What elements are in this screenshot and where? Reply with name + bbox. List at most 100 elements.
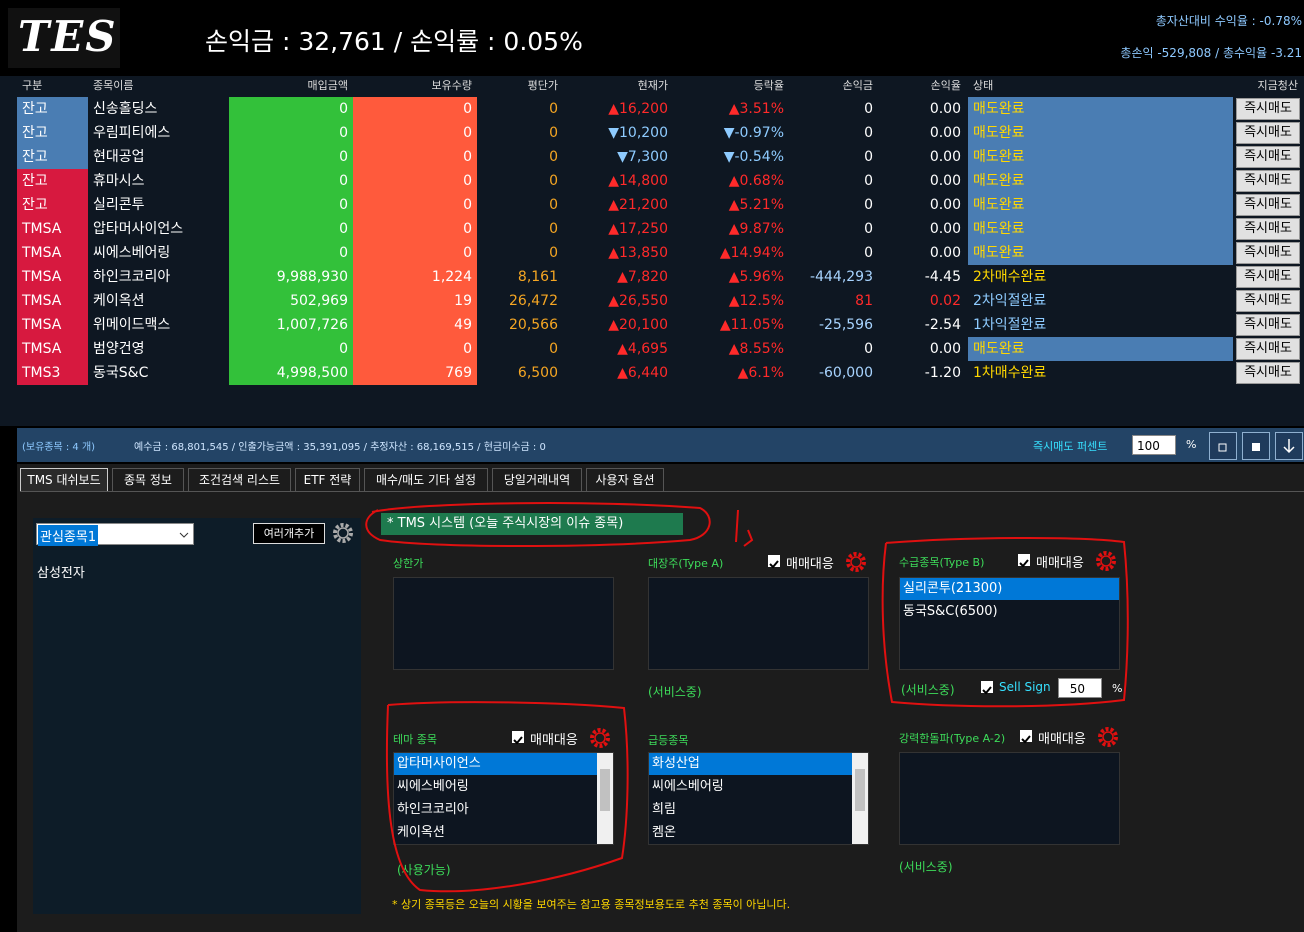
sell-now-button[interactable]: 즉시매도 <box>1236 362 1300 384</box>
table-cell: TMSA <box>17 241 88 265</box>
icon-button[interactable] <box>1242 432 1270 460</box>
table-cell: ▼7,300 <box>617 149 668 165</box>
gear-icon[interactable] <box>331 521 355 545</box>
icon <box>1218 443 1227 452</box>
table-cell: TMSA <box>17 265 88 289</box>
gear-icon[interactable] <box>1096 725 1120 749</box>
table-cell: 매도완료 <box>968 145 1233 169</box>
list-item[interactable]: 씨에스베어링 <box>397 779 469 794</box>
tab[interactable]: 매수/매도 기타 설정 <box>364 468 488 491</box>
table-cell: 하인크코리아 <box>93 269 171 285</box>
watchlist-dropdown[interactable]: 관심종목1 <box>36 523 194 546</box>
table-cell: ▲6,440 <box>617 365 668 381</box>
panel-title: 강력한돌파(Type A-2) <box>899 732 1006 745</box>
sell-percent-input[interactable]: 100 <box>1132 435 1176 455</box>
sell-sign-label: Sell Sign <box>999 680 1051 694</box>
table-cell: 매도완료 <box>968 217 1233 241</box>
table-cell: 0 <box>229 217 353 241</box>
table-cell: 0 <box>864 197 873 213</box>
icon <box>1096 551 1116 571</box>
icon-button[interactable] <box>1209 432 1237 460</box>
table-cell: ▲26,550 <box>608 293 668 309</box>
icon <box>846 552 866 572</box>
sell-now-button[interactable]: 즉시매도 <box>1236 290 1300 312</box>
checkbox-label: 매매대응 <box>1036 556 1084 571</box>
list-item[interactable]: 압타머사이언스 <box>394 753 598 775</box>
panel-list <box>899 752 1120 845</box>
panel-list <box>393 577 614 670</box>
table-cell: ▲21,200 <box>608 197 668 213</box>
list-item[interactable]: 동국S&C(6500) <box>903 604 998 619</box>
sell-now-button[interactable]: 즉시매도 <box>1236 218 1300 240</box>
scrollbar <box>597 753 613 844</box>
table-cell: ▲16,200 <box>608 101 668 117</box>
sell-now-button[interactable]: 즉시매도 <box>1236 314 1300 336</box>
table-cell: 0 <box>549 341 558 357</box>
table-cell: 0 <box>549 101 558 117</box>
list-item[interactable]: 화성산업 <box>649 753 853 775</box>
sell-now-button[interactable]: 즉시매도 <box>1236 98 1300 120</box>
gear-icon[interactable] <box>588 726 612 750</box>
watchlist-item[interactable]: 삼성전자 <box>37 566 85 581</box>
sell-now-button[interactable]: 즉시매도 <box>1236 170 1300 192</box>
checkbox[interactable] <box>768 555 780 569</box>
sell-now-button[interactable]: 즉시매도 <box>1236 266 1300 288</box>
panel-title: 급등종목 <box>648 734 689 747</box>
tab[interactable]: TMS 대쉬보드 <box>20 468 108 491</box>
checkbox[interactable] <box>981 681 993 695</box>
table-cell: ▲7,820 <box>617 269 668 285</box>
table-cell: 9,988,930 <box>229 265 353 289</box>
total-pnl: 총손익 -529,808 / 총수익율 -3.21 <box>1120 46 1302 60</box>
list-item[interactable]: 실리콘투(21300) <box>900 578 1119 600</box>
table-cell: 잔고 <box>17 145 88 169</box>
scroll-thumb <box>855 769 865 811</box>
table-cell: 매도완료 <box>968 337 1233 361</box>
sell-now-button[interactable]: 즉시매도 <box>1236 338 1300 360</box>
checkbox[interactable] <box>512 731 524 745</box>
icon-button[interactable] <box>1275 432 1303 460</box>
table-cell: 0 <box>353 217 477 241</box>
list-item[interactable]: 켐온 <box>652 825 676 840</box>
list-item[interactable]: 희림 <box>652 802 676 817</box>
sell-now-button[interactable]: 즉시매도 <box>1236 122 1300 144</box>
table-cell: 0 <box>229 337 353 361</box>
table-cell: 19 <box>353 289 477 313</box>
list-item[interactable]: 케이옥션 <box>397 825 445 840</box>
sell-now-button[interactable]: 즉시매도 <box>1236 146 1300 168</box>
sell-sign-input[interactable]: 50 <box>1058 678 1102 698</box>
panel-title: 상한가 <box>393 557 424 570</box>
list-item[interactable]: 하인크코리아 <box>397 802 469 817</box>
dropdown-arrow <box>177 527 191 541</box>
checkbox-label: 매매대응 <box>786 557 834 572</box>
table-cell: 0.00 <box>929 197 961 213</box>
tab[interactable]: ETF 전략 <box>295 468 360 491</box>
check <box>769 560 779 569</box>
logo: TES <box>18 12 118 61</box>
watchlist-panel <box>33 518 361 914</box>
table-cell: 769 <box>353 361 477 385</box>
table-cell: -2.54 <box>924 317 961 333</box>
checkbox[interactable] <box>1018 554 1030 568</box>
gear-icon[interactable] <box>1094 549 1118 573</box>
table-cell: 0 <box>229 169 353 193</box>
table-cell: 0 <box>864 341 873 357</box>
tab[interactable]: 종목 정보 <box>112 468 184 491</box>
table-cell: 신송홀딩스 <box>93 101 158 117</box>
table-cell: 0 <box>549 149 558 165</box>
checkbox[interactable] <box>1020 730 1032 744</box>
tab[interactable]: 사용자 옵션 <box>586 468 664 491</box>
table-cell: 0 <box>864 173 873 189</box>
gear-icon[interactable] <box>844 550 868 574</box>
tab[interactable]: 당일거래내역 <box>492 468 582 491</box>
table-cell: 매도완료 <box>968 121 1233 145</box>
sell-now-button[interactable]: 즉시매도 <box>1236 242 1300 264</box>
add-button[interactable]: 여러개추가 <box>253 523 325 544</box>
table-cell: ▲6.1% <box>737 365 784 381</box>
table-cell: ▼10,200 <box>608 125 668 141</box>
table-cell: 현대공업 <box>93 149 145 165</box>
table-cell: 우림피티에스 <box>93 125 171 141</box>
list-item[interactable]: 씨에스베어링 <box>652 779 724 794</box>
sell-now-button[interactable]: 즉시매도 <box>1236 194 1300 216</box>
tab[interactable]: 조건검색 리스트 <box>188 468 291 491</box>
